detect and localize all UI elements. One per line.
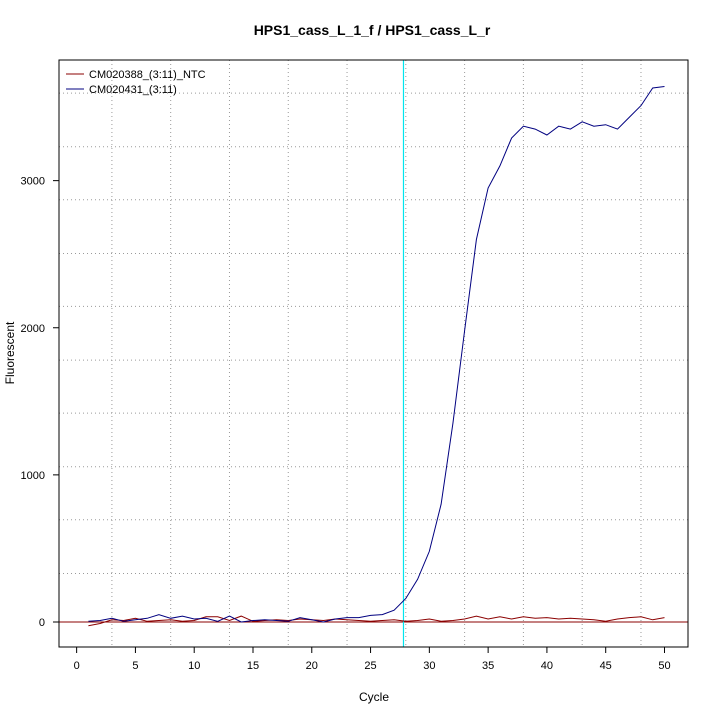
- chart-title: HPS1_cass_L_1_f / HPS1_cass_L_r: [254, 22, 491, 38]
- series-line-0: [88, 615, 665, 627]
- y-axis-label: Fluorescent: [3, 321, 17, 384]
- x-tick-label-6: 30: [423, 660, 435, 672]
- legend-label-1: CM020431_(3:11): [89, 84, 177, 96]
- x-tick-label-10: 50: [658, 660, 670, 672]
- x-tick-label-0: 0: [74, 660, 80, 672]
- x-tick-label-2: 10: [188, 660, 200, 672]
- reference-lines: [59, 60, 688, 647]
- y-axis: 0 1000 2000 3000: [21, 176, 60, 629]
- y-tick-label-0: 0: [39, 617, 45, 629]
- x-axis: 0 5 10 15 20 25 30 35 40 45 50: [74, 646, 671, 672]
- y-tick-label-3: 3000: [21, 176, 45, 188]
- x-tick-label-4: 20: [306, 660, 318, 672]
- series-lines: [88, 86, 665, 627]
- x-tick-label-9: 45: [600, 660, 612, 672]
- legend-label-0: CM020388_(3:11)_NTC: [89, 69, 206, 81]
- y-tick-label-2: 2000: [21, 323, 45, 335]
- x-axis-label: Cycle: [359, 690, 389, 704]
- x-tick-label-1: 5: [132, 660, 138, 672]
- series-line-1: [88, 86, 665, 623]
- y-tick-label-1: 1000: [21, 470, 45, 482]
- x-tick-label-5: 25: [364, 660, 376, 672]
- x-tick-label-7: 35: [482, 660, 494, 672]
- x-tick-label-8: 40: [541, 660, 553, 672]
- legend: CM020388_(3:11)_NTC CM020431_(3:11): [66, 69, 206, 96]
- x-tick-label-3: 15: [247, 660, 259, 672]
